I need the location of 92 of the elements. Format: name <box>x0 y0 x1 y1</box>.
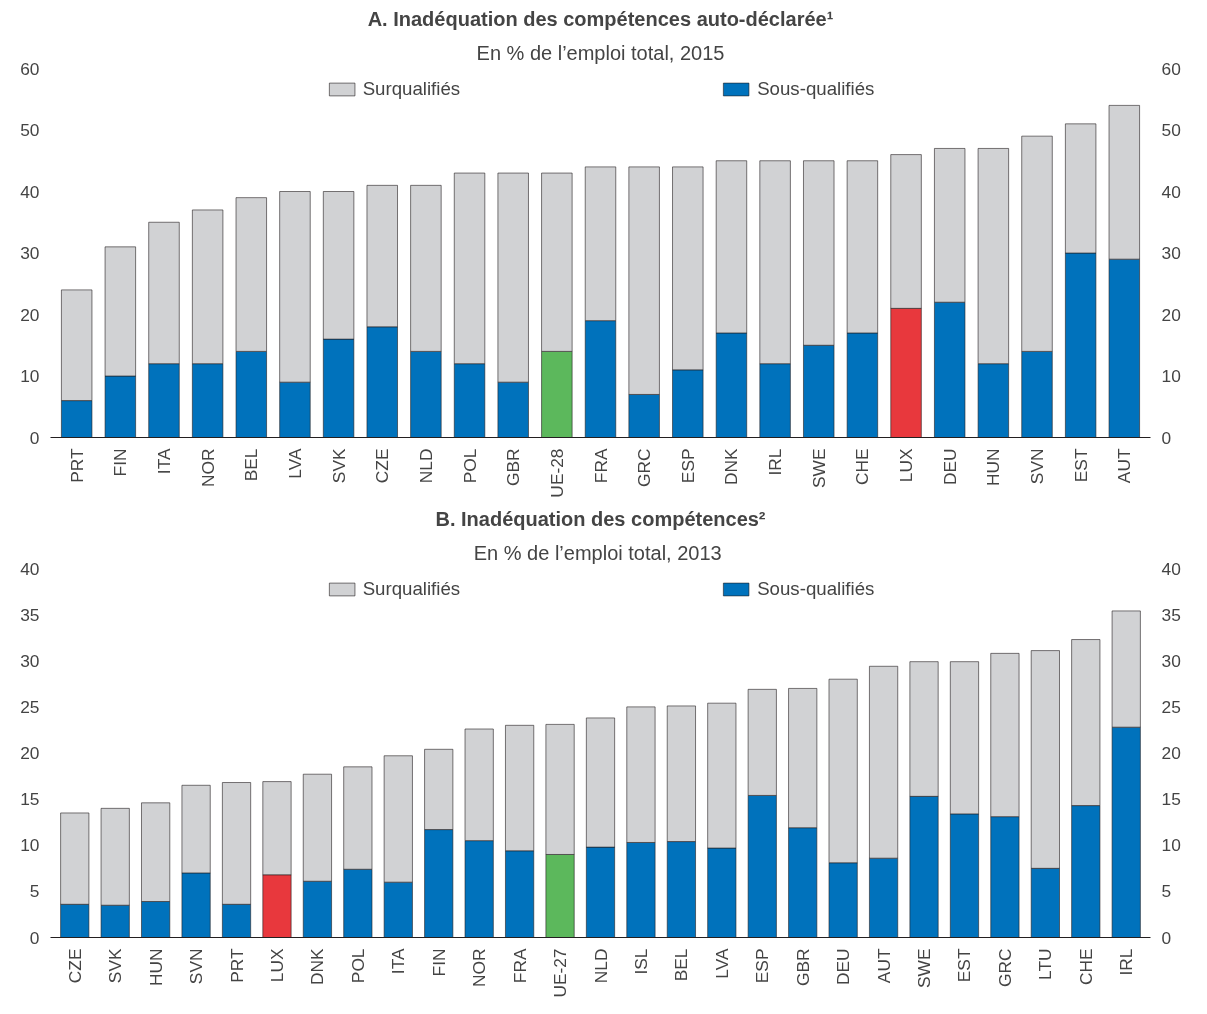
x-tick-label: AUT <box>873 948 894 984</box>
x-tick-label: GRC <box>994 948 1015 988</box>
y2-tick-label: 35 <box>1161 604 1181 625</box>
x-tick-label: UE-28 <box>546 448 567 498</box>
y-tick-label: 0 <box>29 427 40 448</box>
x-tick-label: GBR <box>792 948 813 987</box>
x-tick-label: LTU <box>1035 948 1056 980</box>
x-tick-label: NOR <box>469 948 490 988</box>
x-tick-label: FRA <box>509 948 530 984</box>
x-tick-label: ISL <box>630 948 651 975</box>
legend-label: Sous-qualifiés <box>757 578 875 600</box>
x-tick-label: NLD <box>415 448 436 484</box>
x-tick-label: HUN <box>983 448 1004 487</box>
y-tick-label: 30 <box>20 650 40 671</box>
x-tick-label: POL <box>347 948 368 984</box>
x-tick-label: CHE <box>852 448 873 486</box>
chart-title: A. Inadéquation des compétences auto-déclarée¹ <box>367 7 834 30</box>
legend-label: Surqualifiés <box>362 578 461 600</box>
x-tick-label: ESP <box>752 948 773 984</box>
x-tick-label: SWE <box>914 948 935 988</box>
legend-label: Surqualifiés <box>362 78 461 100</box>
x-tick-label: EST <box>954 948 975 983</box>
y-tick-label: 50 <box>20 120 40 140</box>
x-tick-label: CZE <box>64 948 85 984</box>
y-tick-label: 10 <box>20 835 40 856</box>
y-tick-label: 25 <box>20 696 40 717</box>
x-tick-label: LUX <box>896 448 917 483</box>
y2-tick-label: 30 <box>1161 243 1181 263</box>
y-tick-label: 40 <box>20 558 40 579</box>
x-tick-label: IRL <box>1116 948 1137 976</box>
x-tick-label: ITA <box>153 448 174 475</box>
x-tick-label: DEU <box>833 948 854 986</box>
x-tick-label: GBR <box>503 448 524 487</box>
y-tick-label: 60 <box>20 58 40 79</box>
x-tick-label: SVN <box>1027 448 1048 485</box>
x-tick-label: SWE <box>808 448 829 488</box>
x-tick-label: LVA <box>284 448 305 479</box>
x-tick-label: NOR <box>197 448 218 488</box>
x-tick-label: SVK <box>105 948 126 984</box>
chart-title: B. Inadéquation des compétences² <box>435 507 766 530</box>
x-tick-label: GRC <box>634 448 655 488</box>
y-tick-label: 5 <box>29 881 40 902</box>
x-tick-label: FRA <box>590 448 611 484</box>
x-tick-label: NLD <box>590 948 611 984</box>
y2-tick-label: 50 <box>1161 120 1181 140</box>
x-tick-label: SVK <box>328 448 349 484</box>
y-tick-label: 20 <box>20 304 40 325</box>
y2-tick-label: 30 <box>1161 650 1181 671</box>
x-tick-label: PRT <box>66 448 87 483</box>
x-tick-label: AUT <box>1114 448 1135 484</box>
y-tick-label: 15 <box>20 789 40 810</box>
y2-tick-label: 10 <box>1161 835 1181 856</box>
x-tick-label: LVA <box>711 948 732 979</box>
x-tick-label: FIN <box>428 948 449 977</box>
y2-tick-label: 60 <box>1161 58 1181 79</box>
x-tick-label: UE-27 <box>550 948 571 998</box>
y-tick-label: 35 <box>20 604 40 625</box>
x-tick-label: ITA <box>388 948 409 975</box>
x-tick-label: SVN <box>186 948 207 985</box>
y-tick-label: 30 <box>20 243 40 263</box>
legend-label: Sous-qualifiés <box>757 78 875 100</box>
x-tick-label: DEU <box>939 448 960 486</box>
y2-tick-label: 15 <box>1161 789 1181 810</box>
y-tick-label: 10 <box>20 366 40 386</box>
y-tick-label: 40 <box>20 181 40 202</box>
y2-tick-label: 25 <box>1161 696 1181 717</box>
x-tick-label: HUN <box>145 948 166 987</box>
x-tick-label: BEL <box>671 948 692 982</box>
y-tick-label: 0 <box>29 927 40 948</box>
x-tick-label: BEL <box>241 448 262 482</box>
chart-subtitle: En % de l’emploi total, 2013 <box>473 541 722 564</box>
y2-tick-label: 40 <box>1161 558 1181 579</box>
x-tick-label: POL <box>459 448 480 484</box>
y2-tick-label: 20 <box>1161 743 1181 763</box>
y-tick-label: 20 <box>20 743 40 763</box>
y2-tick-label: 10 <box>1161 366 1181 386</box>
x-tick-label: CZE <box>372 448 393 484</box>
x-tick-label: LUX <box>266 948 287 983</box>
y2-tick-label: 40 <box>1161 181 1181 202</box>
y2-tick-label: 0 <box>1161 927 1172 948</box>
x-tick-label: ESP <box>677 448 698 484</box>
x-tick-label: CHE <box>1075 948 1096 986</box>
x-tick-label: EST <box>1070 448 1091 483</box>
x-tick-label: IRL <box>765 448 786 476</box>
x-tick-label: PRT <box>226 948 247 983</box>
y2-tick-label: 5 <box>1161 881 1172 902</box>
y2-tick-label: 20 <box>1161 304 1181 325</box>
x-tick-label: FIN <box>110 448 131 477</box>
x-tick-label: DNK <box>307 948 328 986</box>
y2-tick-label: 0 <box>1161 427 1172 448</box>
chart-subtitle: En % de l’emploi total, 2015 <box>476 41 725 64</box>
x-tick-label: DNK <box>721 448 742 486</box>
